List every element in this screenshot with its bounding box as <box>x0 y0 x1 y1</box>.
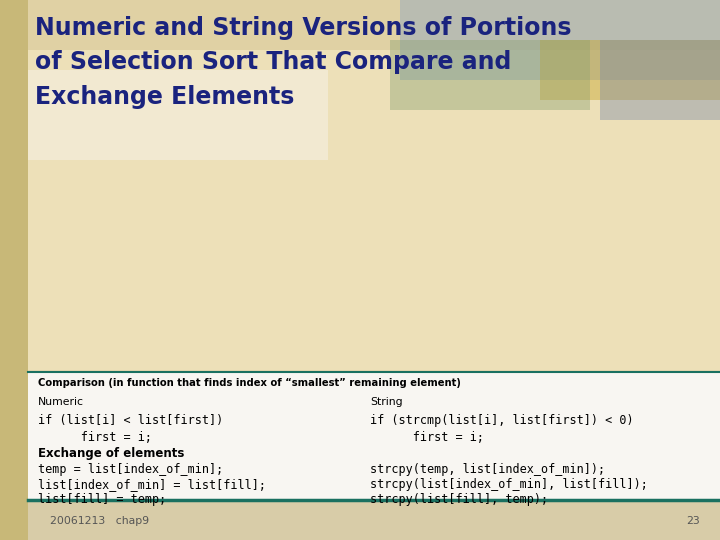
Bar <box>28 0 720 50</box>
Text: strcpy(temp, list[index_of_min]);: strcpy(temp, list[index_of_min]); <box>370 463 605 476</box>
Bar <box>400 0 720 80</box>
Text: 23: 23 <box>686 516 700 526</box>
Bar <box>28 502 720 540</box>
Text: 20061213   chap9: 20061213 chap9 <box>50 516 149 526</box>
Text: Exchange of elements: Exchange of elements <box>38 447 184 460</box>
Text: Comparison (in function that finds index of “smallest” remaining element): Comparison (in function that finds index… <box>38 378 461 388</box>
Bar <box>540 40 720 100</box>
Text: Exchange Elements: Exchange Elements <box>35 85 294 109</box>
Bar <box>0 0 28 540</box>
Text: first = i;: first = i; <box>38 431 152 444</box>
Text: String: String <box>370 397 402 407</box>
Text: strcpy(list[index_of_min], list[fill]);: strcpy(list[index_of_min], list[fill]); <box>370 478 648 491</box>
Text: first = i;: first = i; <box>370 431 484 444</box>
Bar <box>600 40 720 120</box>
Text: Numeric: Numeric <box>38 397 84 407</box>
Text: Numeric and String Versions of Portions: Numeric and String Versions of Portions <box>35 16 572 40</box>
Text: list[fill] = temp;: list[fill] = temp; <box>38 493 166 506</box>
Text: temp = list[index_of_min];: temp = list[index_of_min]; <box>38 463 223 476</box>
Text: if (list[i] < list[first]): if (list[i] < list[first]) <box>38 414 223 427</box>
Text: list[index_of_min] = list[fill];: list[index_of_min] = list[fill]; <box>38 478 266 491</box>
Bar <box>28 0 720 370</box>
Bar <box>28 372 720 502</box>
Text: strcpy(list[fill], temp);: strcpy(list[fill], temp); <box>370 493 548 506</box>
Text: if (strcmp(list[i], list[first]) < 0): if (strcmp(list[i], list[first]) < 0) <box>370 414 634 427</box>
Text: of Selection Sort That Compare and: of Selection Sort That Compare and <box>35 50 511 74</box>
Bar <box>28 70 328 160</box>
Bar <box>390 40 590 110</box>
